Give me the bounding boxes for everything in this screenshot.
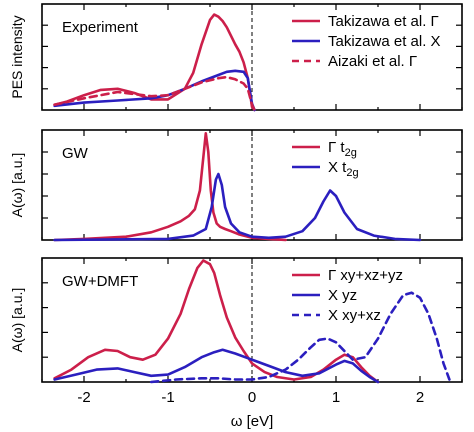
y-axis-label: PES intensity [9, 15, 25, 98]
x-tick-label: -1 [161, 389, 174, 406]
legend-label-2: X xy+xz [328, 307, 381, 324]
series-line-1 [53, 348, 380, 384]
legend-label-0: Γ xy+xz+yz [328, 267, 403, 284]
series-line-1 [53, 172, 422, 242]
series-line-0 [53, 259, 380, 384]
series-line-0 [53, 132, 287, 242]
panel-label: GW+DMFT [62, 273, 138, 290]
legend-label-0: Takizawa et al. Γ [328, 13, 439, 30]
y-axis-label: A(ω) [a.u.] [9, 153, 25, 218]
legend-label-2: Aizaki et al. Γ [328, 53, 417, 70]
x-tick-label: 0 [248, 389, 256, 406]
legend-label-1: Takizawa et al. X [328, 33, 441, 50]
x-axis-label: ω [eV] [231, 413, 274, 430]
series-line-0 [53, 13, 256, 112]
x-tick-label: 2 [416, 389, 424, 406]
legend-label-0: Γ t2g [328, 139, 357, 159]
x-tick-label: -2 [77, 389, 90, 406]
series-line-2 [149, 291, 451, 384]
panel-label: Experiment [62, 19, 139, 36]
panel-label: GW [62, 145, 89, 162]
legend-label-1: X yz [328, 287, 357, 304]
y-axis-label: A(ω) [a.u.] [9, 288, 25, 353]
series-line-2 [53, 75, 256, 112]
x-tick-label: 1 [332, 389, 340, 406]
series-line-1 [53, 69, 256, 112]
legend-label-1: X t2g [328, 159, 359, 179]
